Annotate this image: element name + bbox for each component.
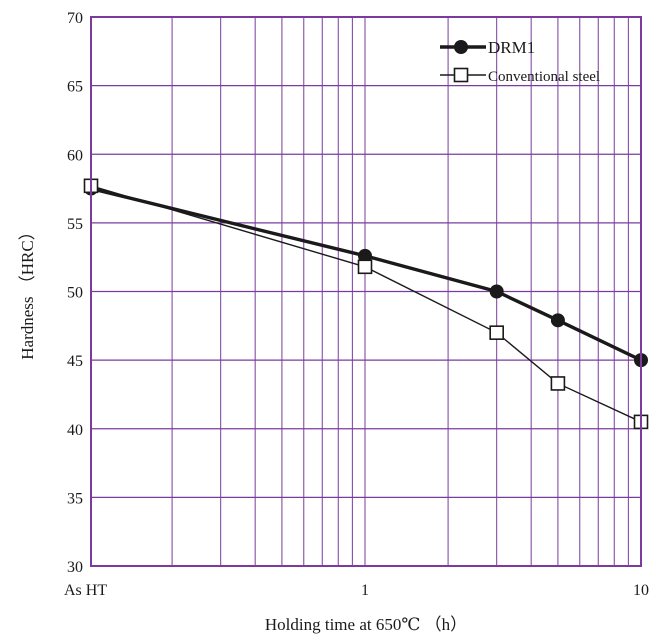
data-point	[550, 313, 565, 328]
series-conventional-steel	[83, 178, 649, 430]
y-tick-label: 40	[67, 422, 83, 439]
data-point	[550, 376, 566, 391]
legend-label: DRM1	[488, 38, 535, 57]
series-line	[90, 186, 642, 362]
legend-item: DRM1	[440, 38, 535, 57]
y-tick-label: 30	[67, 559, 83, 576]
tick-labels: 30 35 40 45 50 55 60 65 70 As HT 1 10	[64, 10, 649, 599]
x-axis-title: Holding time at 650℃ （h）	[265, 615, 467, 634]
grid	[91, 16, 642, 567]
y-tick-label: 55	[67, 216, 83, 233]
legend-marker	[454, 40, 468, 54]
data-point	[489, 284, 504, 299]
y-tick-label: 60	[67, 147, 83, 164]
x-tick-label: 1	[361, 582, 369, 599]
y-tick-label: 70	[67, 10, 83, 27]
legend-item: Conventional steel	[440, 67, 600, 85]
data-point	[357, 259, 373, 275]
data-point	[358, 248, 372, 263]
legend: DRM1 Conventional steel	[440, 38, 600, 85]
y-tick-label: 35	[67, 490, 83, 507]
data-point	[489, 325, 504, 340]
y-tick-label: 45	[67, 353, 83, 370]
x-tick-label: As HT	[64, 582, 107, 599]
plot-border	[90, 16, 642, 567]
legend-label: Conventional steel	[488, 69, 600, 85]
x-tick-label: 10	[633, 582, 649, 599]
legend-marker	[453, 67, 469, 83]
y-tick-label: 65	[67, 79, 83, 96]
series-layer	[83, 178, 649, 430]
y-axis-title: Hardness （HRC）	[18, 223, 37, 359]
y-tick-label: 50	[67, 285, 83, 302]
